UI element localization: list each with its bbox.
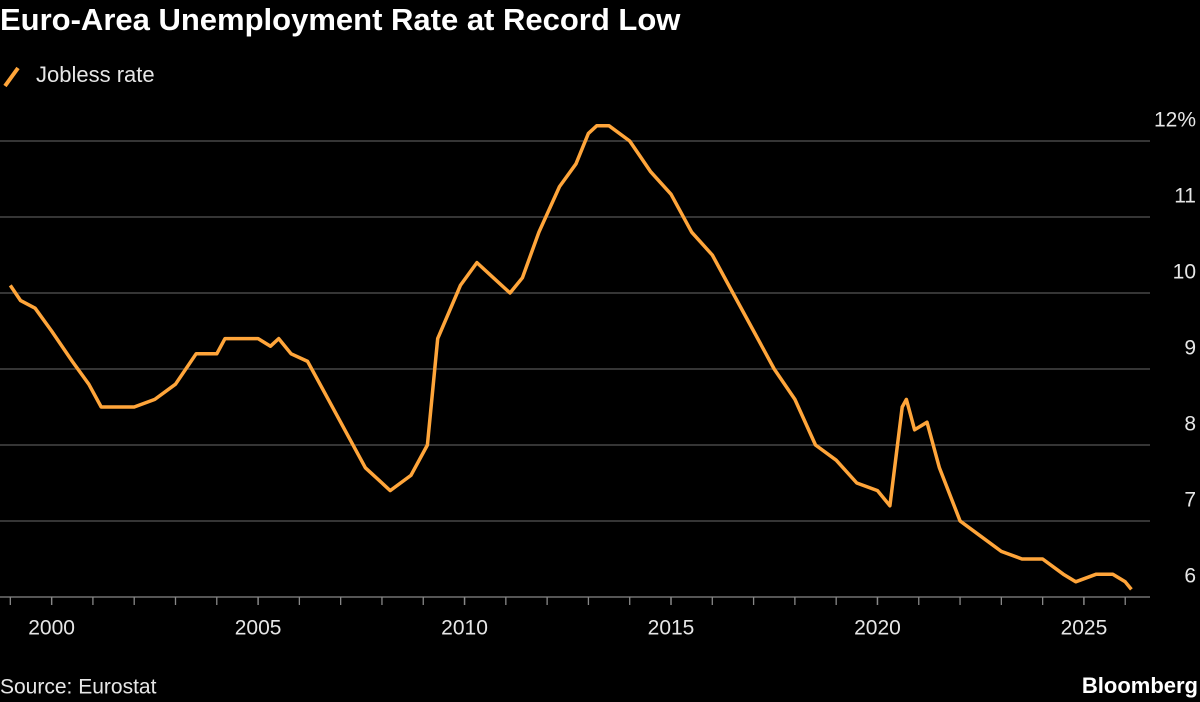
legend-label: Jobless rate — [36, 62, 155, 87]
x-tick-label: 2025 — [1061, 617, 1108, 640]
chart-title: Euro-Area Unemployment Rate at Record Lo… — [0, 2, 681, 37]
x-tick-label: 2000 — [28, 617, 75, 640]
x-tick-label: 2020 — [854, 617, 901, 640]
series-line — [8, 124, 1133, 591]
y-tick-label: 9 — [1184, 337, 1196, 360]
x-tick-label: 2005 — [235, 617, 282, 640]
legend-swatch — [3, 66, 20, 88]
x-tick-label: 2015 — [648, 617, 695, 640]
y-tick-label: 8 — [1184, 413, 1196, 436]
brand: Bloomberg — [1082, 673, 1198, 698]
source: Source: Eurostat — [0, 676, 157, 699]
y-tick-label: 7 — [1184, 489, 1196, 512]
y-tick-label: 12% — [1154, 109, 1196, 132]
y-tick-label: 6 — [1184, 565, 1196, 588]
y-tick-label: 11 — [1174, 185, 1196, 208]
y-tick-label: 10 — [1173, 261, 1196, 284]
x-tick-label: 2010 — [441, 617, 488, 640]
